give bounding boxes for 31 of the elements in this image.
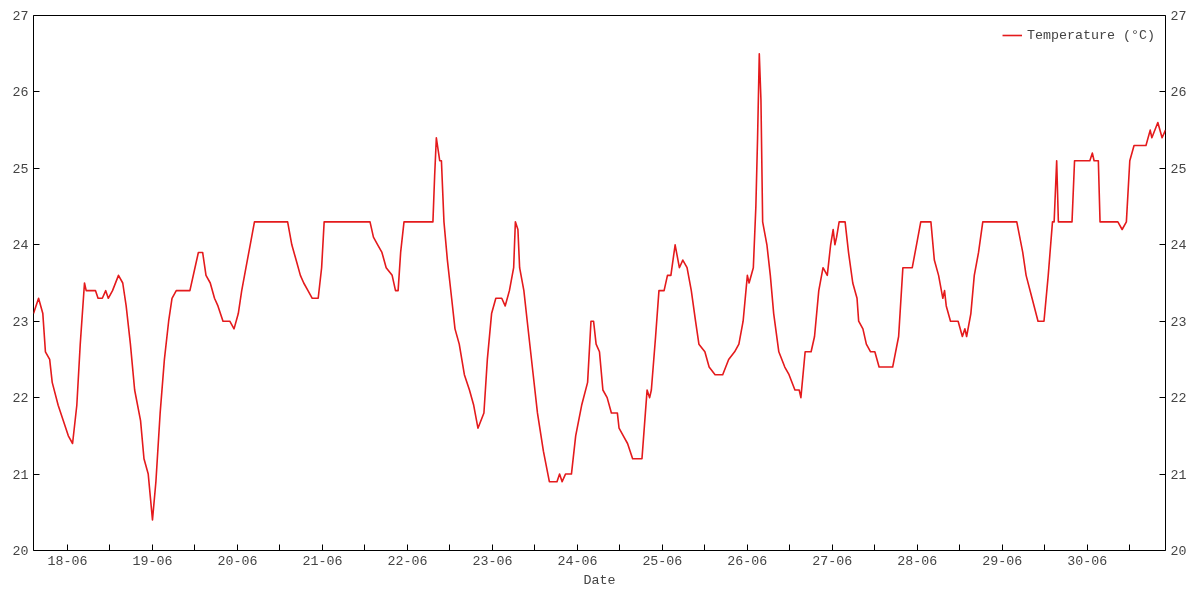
x-axis-title: Date: [583, 572, 616, 588]
y-tick-label: 27: [12, 9, 29, 24]
x-tick-label: 27-06: [812, 553, 853, 569]
legend-label: Temperature (°C): [1027, 27, 1155, 43]
y-tick-label: 26: [12, 85, 29, 101]
x-tick-label: 22-06: [387, 553, 428, 569]
x-tick-label: 29-06: [982, 553, 1023, 569]
x-tick-label: 18-06: [47, 553, 88, 569]
y-tick-label: 25: [12, 161, 29, 177]
y2-tick-label: 24: [1170, 238, 1187, 254]
y2-tick-label: 23: [1170, 314, 1187, 330]
x-tick-label: 23-06: [472, 553, 513, 569]
y-tick-label: 22: [12, 391, 29, 407]
y-tick-label: 23: [12, 314, 29, 330]
y2-tick-label: 25: [1170, 161, 1187, 177]
x-tick-label: 20-06: [217, 553, 258, 569]
x-tick-label: 26-06: [727, 553, 768, 569]
x-tick-label: 21-06: [302, 553, 343, 569]
y-tick-label: 20: [12, 544, 29, 559]
y-tick-label: 24: [12, 238, 29, 254]
x-tick-label: 30-06: [1067, 553, 1108, 569]
y2-tick-label: 26: [1170, 85, 1187, 101]
x-tick-label: 25-06: [642, 553, 683, 569]
y2-tick-label: 22: [1170, 391, 1187, 407]
y-tick-label: 21: [12, 467, 29, 483]
y2-tick-label: 20: [1170, 544, 1187, 559]
y2-tick-label: 21: [1170, 467, 1187, 483]
x-tick-label: 28-06: [897, 553, 938, 569]
x-tick-label: 19-06: [132, 553, 173, 569]
y2-tick-label: 27: [1170, 9, 1187, 24]
x-tick-label: 24-06: [557, 553, 598, 569]
